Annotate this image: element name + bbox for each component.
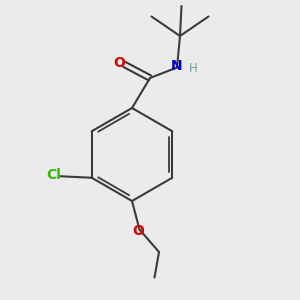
Text: Cl: Cl [46,168,61,182]
Text: H: H [189,62,198,76]
Text: N: N [171,59,183,73]
Text: O: O [113,56,125,70]
Text: O: O [132,224,144,238]
